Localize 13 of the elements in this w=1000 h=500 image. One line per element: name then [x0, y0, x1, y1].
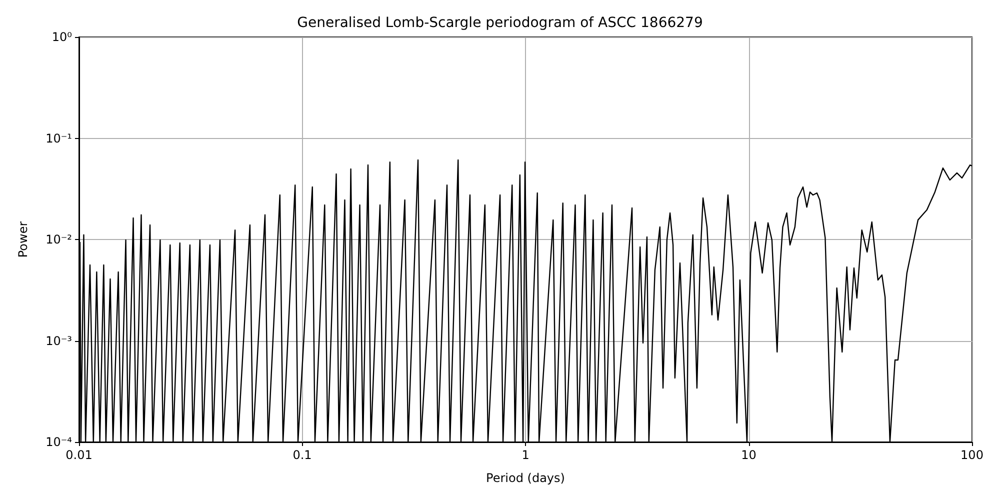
y-tick-label: 10⁻¹	[46, 131, 72, 146]
x-tick-label: 100	[960, 448, 984, 462]
y-axis-title: Power	[16, 221, 30, 258]
y-tick-label: 10⁻⁴	[46, 435, 72, 449]
x-tick-label: 0.1	[292, 448, 312, 462]
x-tick-label: 1	[522, 448, 530, 462]
y-tick-label: 10⁻³	[46, 334, 72, 348]
chart-title: Generalised Lomb-Scargle periodogram of ASCC 1866279	[297, 15, 703, 31]
y-tick-label: 10⁰	[52, 30, 72, 44]
y-tick-label: 10⁻²	[46, 232, 72, 246]
x-tick-label: 0.01	[66, 448, 92, 462]
x-tick-label: 10	[741, 448, 756, 462]
x-axis-title: Period (days)	[486, 471, 565, 485]
